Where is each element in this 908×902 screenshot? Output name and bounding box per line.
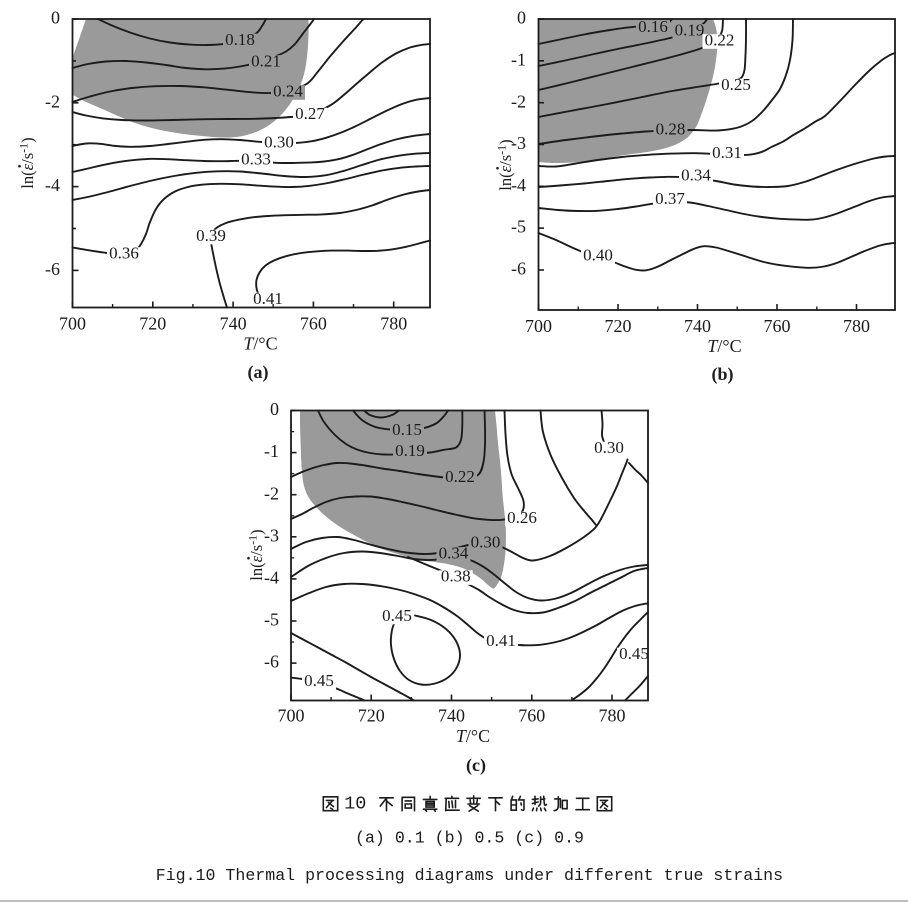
svg-text:780: 780 <box>843 316 870 336</box>
svg-text:0.19: 0.19 <box>395 441 425 460</box>
svg-text:720: 720 <box>358 706 385 726</box>
svg-text:T/°C: T/°C <box>456 726 490 746</box>
svg-text:0.16: 0.16 <box>638 17 668 36</box>
svg-text:0.41: 0.41 <box>253 289 283 308</box>
svg-text:0.19: 0.19 <box>675 20 705 39</box>
svg-text:0.31: 0.31 <box>712 143 742 162</box>
svg-text:-6: -6 <box>511 259 526 279</box>
svg-text:-4: -4 <box>264 568 279 588</box>
svg-text:0.18: 0.18 <box>225 30 255 49</box>
svg-text:0.21: 0.21 <box>251 51 281 70</box>
svg-text:0.38: 0.38 <box>441 567 471 586</box>
svg-text:0.27: 0.27 <box>295 104 325 123</box>
svg-text:0.37: 0.37 <box>655 189 685 208</box>
svg-text:0.15: 0.15 <box>392 420 422 439</box>
svg-text:(b): (b) <box>712 364 734 385</box>
svg-text:0.33: 0.33 <box>241 149 271 168</box>
svg-text:0.26: 0.26 <box>507 508 537 527</box>
svg-text:700: 700 <box>278 706 305 726</box>
svg-text:0.28: 0.28 <box>656 119 686 138</box>
svg-text:-2: -2 <box>511 91 526 111</box>
svg-text:0.30: 0.30 <box>471 532 501 551</box>
svg-text:-2: -2 <box>45 91 60 111</box>
svg-text:760: 760 <box>764 316 791 336</box>
svg-text:-3: -3 <box>264 525 279 545</box>
svg-text:0: 0 <box>270 399 279 419</box>
svg-text:740: 740 <box>684 316 711 336</box>
svg-text:-5: -5 <box>264 610 279 630</box>
svg-text:-5: -5 <box>511 217 526 237</box>
svg-text:0.25: 0.25 <box>721 75 751 94</box>
svg-text:0.34: 0.34 <box>439 543 469 562</box>
svg-text:760: 760 <box>300 314 327 334</box>
svg-text:780: 780 <box>380 314 407 334</box>
svg-text:T/°C: T/°C <box>243 334 277 354</box>
svg-text:760: 760 <box>518 706 545 726</box>
svg-text:-6: -6 <box>264 652 279 672</box>
svg-text:-1: -1 <box>264 441 279 461</box>
svg-text:0.30: 0.30 <box>594 438 624 457</box>
svg-text:720: 720 <box>605 316 632 336</box>
svg-text:Fig.10 Thermal processing diag: Fig.10 Thermal processing diagrams under… <box>156 866 783 885</box>
svg-text:0.39: 0.39 <box>196 226 226 245</box>
svg-text:740: 740 <box>220 314 247 334</box>
svg-text:0.45: 0.45 <box>304 671 334 690</box>
svg-text:-3: -3 <box>511 133 526 153</box>
svg-text:0.24: 0.24 <box>273 81 303 100</box>
svg-text:0.40: 0.40 <box>583 245 613 264</box>
svg-text:0.30: 0.30 <box>264 132 294 151</box>
svg-text:0.36: 0.36 <box>109 243 139 262</box>
svg-text:780: 780 <box>599 706 626 726</box>
svg-text:0.45: 0.45 <box>619 644 649 663</box>
svg-text:(a) 0.1 (b) 0.5 (c) 0.9: (a) 0.1 (b) 0.5 (c) 0.9 <box>355 828 584 847</box>
svg-text:720: 720 <box>139 314 166 334</box>
svg-text:-4: -4 <box>511 175 526 195</box>
svg-text:0.45: 0.45 <box>382 606 412 625</box>
svg-text:700: 700 <box>59 314 86 334</box>
svg-text:-4: -4 <box>45 175 60 195</box>
svg-text:-2: -2 <box>264 483 279 503</box>
svg-text:740: 740 <box>438 706 465 726</box>
svg-text:0.22: 0.22 <box>705 30 735 49</box>
svg-text:-6: -6 <box>45 259 60 279</box>
svg-text:(a): (a) <box>248 362 269 383</box>
svg-text:-1: -1 <box>511 49 526 69</box>
svg-text:0: 0 <box>51 8 60 28</box>
svg-text:0.34: 0.34 <box>681 165 711 184</box>
svg-text:0.22: 0.22 <box>445 467 475 486</box>
svg-text:T/°C: T/°C <box>707 336 741 356</box>
svg-text:(c): (c) <box>466 755 486 776</box>
svg-text:700: 700 <box>525 316 552 336</box>
svg-text:0: 0 <box>517 8 526 28</box>
svg-text:0.41: 0.41 <box>486 631 516 650</box>
svg-text:10: 10 <box>344 793 366 814</box>
